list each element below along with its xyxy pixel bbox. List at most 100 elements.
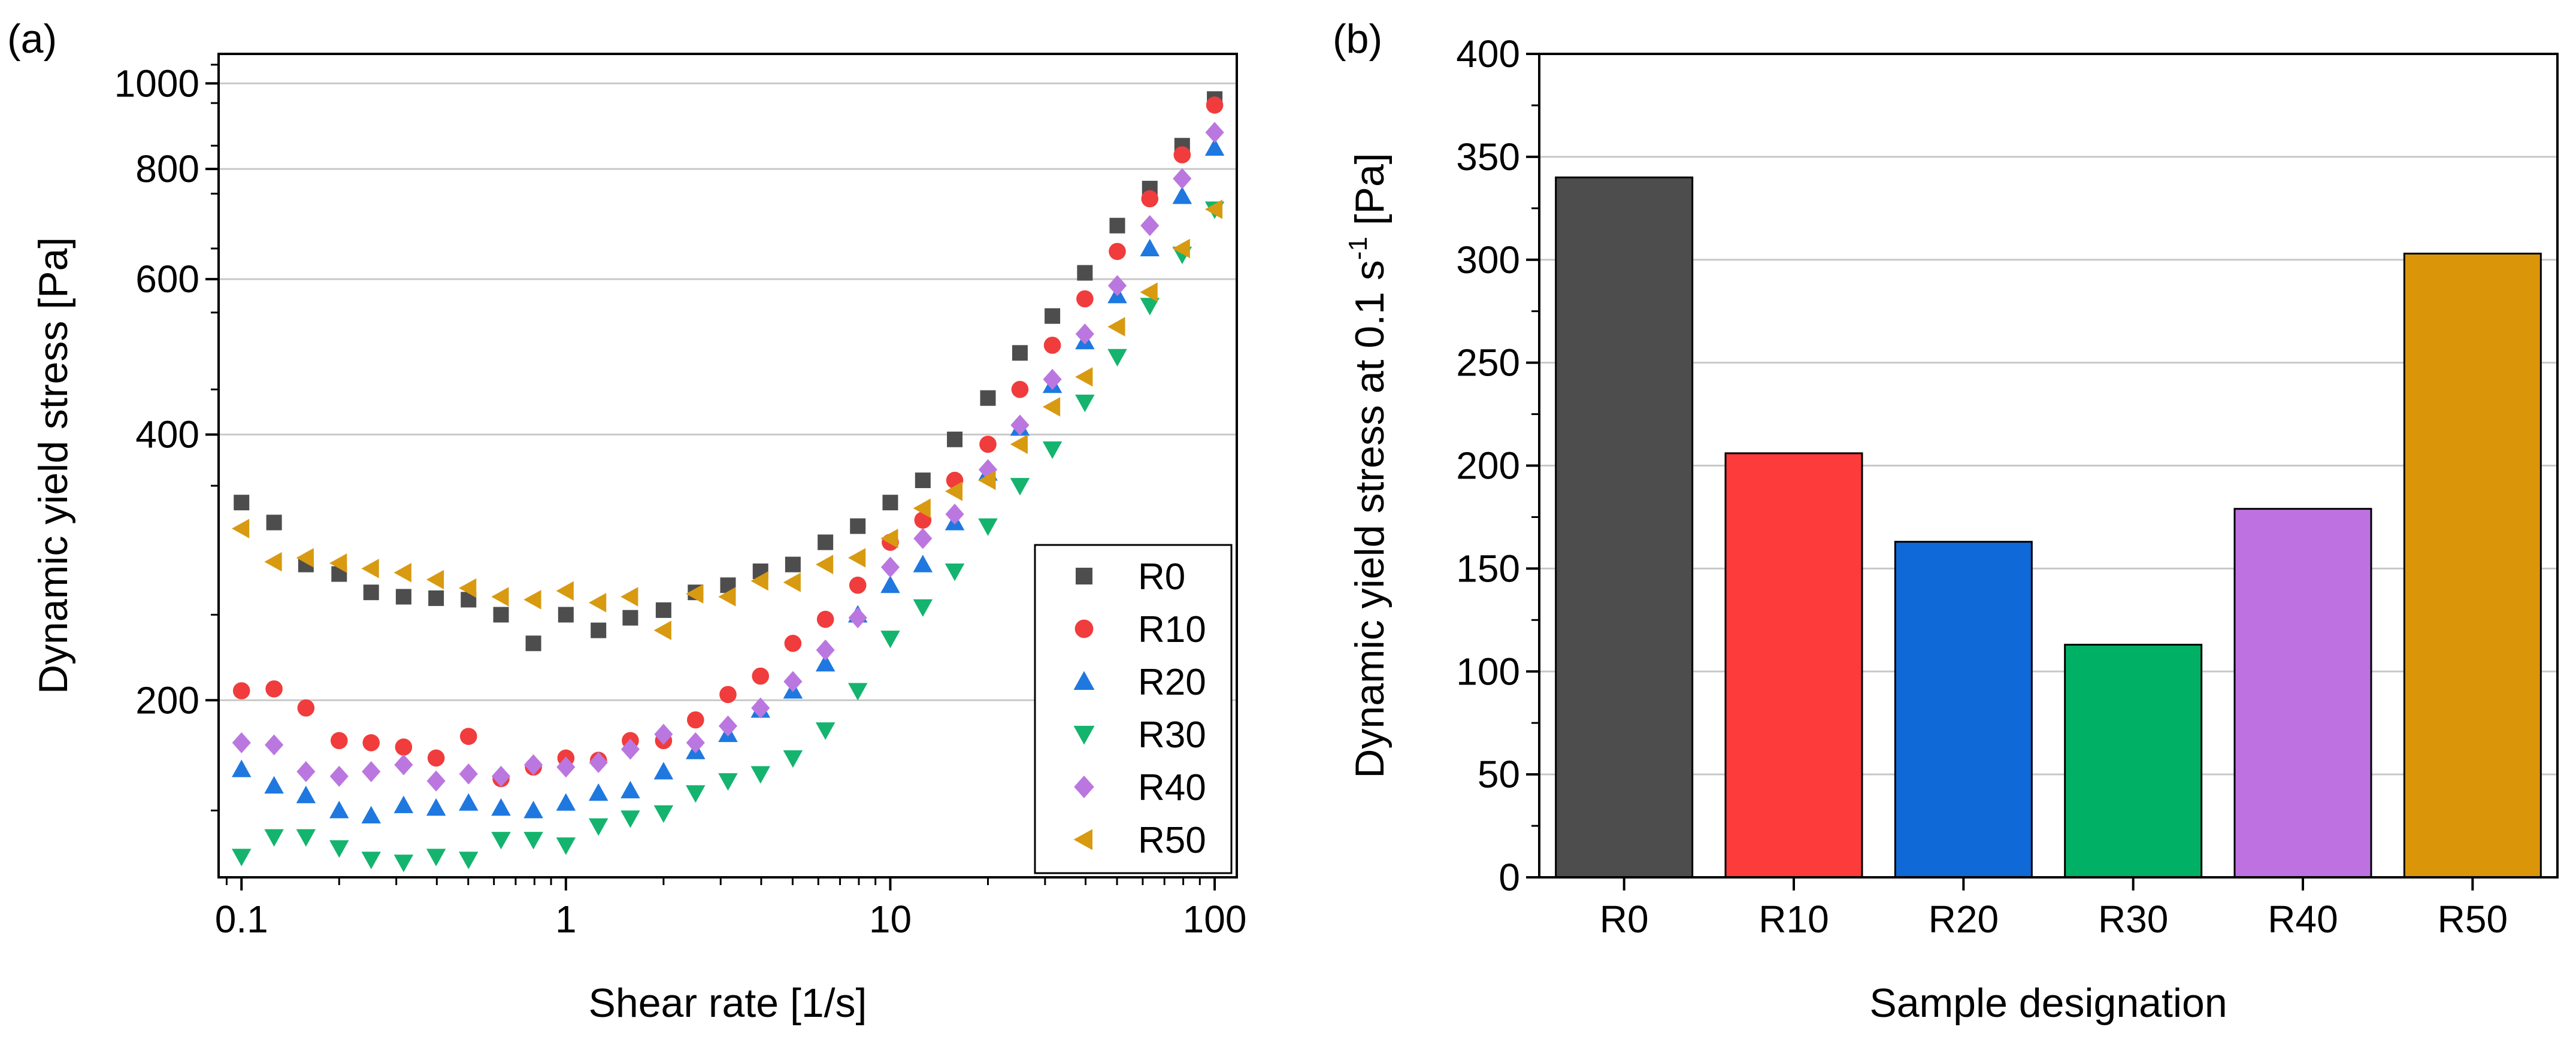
y-tick-label-b: 200 <box>1456 444 1520 487</box>
data-point-r0 <box>622 610 638 626</box>
legend-label-r50: R50 <box>1138 820 1206 861</box>
data-point-r40 <box>1205 122 1224 143</box>
data-point-r30 <box>426 849 446 867</box>
data-point-r40 <box>329 765 349 787</box>
legend-marker-r0 <box>1076 568 1092 584</box>
legend-marker-r20 <box>1073 671 1095 690</box>
data-point-r0 <box>428 590 444 606</box>
data-point-r20 <box>556 793 576 811</box>
scatter-chart-a: Shear rate [1/s] Dynamic yield stress [P… <box>31 53 1246 1026</box>
data-point-r10 <box>849 576 867 594</box>
data-point-r50 <box>653 620 671 640</box>
data-point-r0 <box>1077 265 1093 281</box>
data-point-r40 <box>1075 323 1094 345</box>
data-point-r10 <box>427 749 445 767</box>
data-point-r50 <box>718 587 736 607</box>
data-point-r10 <box>719 686 737 704</box>
data-point-r0 <box>850 518 866 534</box>
data-point-r10 <box>1011 381 1029 398</box>
data-point-r0 <box>493 607 509 623</box>
data-point-r40 <box>913 528 933 549</box>
panel-label-a: (a) <box>7 16 57 62</box>
data-point-r10 <box>1141 190 1159 208</box>
x-tick-label-b: R10 <box>1758 898 1829 941</box>
y-tick-label-b: 400 <box>1456 32 1520 75</box>
data-point-r30 <box>296 829 316 847</box>
data-point-r20 <box>620 780 640 799</box>
y-axis-title-b-main: Dynamic yield stress at 0.1 s <box>1347 260 1393 778</box>
data-point-r10 <box>459 728 477 745</box>
data-point-r20 <box>913 555 933 573</box>
data-point-r40 <box>1107 275 1127 296</box>
data-point-r50 <box>1107 317 1125 337</box>
data-point-r30 <box>523 832 543 850</box>
data-point-r30 <box>1107 349 1127 367</box>
data-point-r10 <box>1076 290 1094 308</box>
legend-marker-r40 <box>1074 776 1094 798</box>
y-tick-label-b: 0 <box>1499 856 1520 899</box>
data-point-r30 <box>653 805 674 823</box>
data-point-r10 <box>1173 146 1191 163</box>
data-point-r0 <box>947 431 963 447</box>
y-axis-title-a: Dynamic yield stress [Pa] <box>31 237 76 694</box>
data-point-r10 <box>687 711 704 729</box>
data-point-r40 <box>394 754 413 776</box>
data-point-r50 <box>264 552 282 572</box>
data-point-r50 <box>750 571 768 591</box>
bar-r30 <box>2064 644 2203 879</box>
data-point-r30 <box>588 818 609 836</box>
data-point-r20 <box>296 786 316 804</box>
data-point-r40 <box>1173 168 1192 189</box>
data-point-r10 <box>395 738 413 756</box>
data-point-r40 <box>523 754 543 776</box>
data-point-r0 <box>882 495 898 511</box>
data-point-r30 <box>329 840 349 858</box>
data-point-r20 <box>231 759 252 777</box>
data-point-r50 <box>1075 367 1093 387</box>
data-point-r10 <box>752 667 770 685</box>
data-point-r50 <box>523 590 541 610</box>
data-point-r50 <box>783 573 801 592</box>
data-point-r0 <box>980 390 996 406</box>
data-point-r0 <box>591 622 607 638</box>
data-point-r50 <box>426 570 444 590</box>
data-point-r10 <box>362 734 380 752</box>
data-point-r40 <box>945 504 964 525</box>
data-point-r30 <box>1075 394 1095 413</box>
data-point-r20 <box>588 783 609 801</box>
data-point-r50 <box>1172 238 1190 259</box>
data-point-r20 <box>523 801 543 819</box>
data-point-r30 <box>1042 441 1063 459</box>
data-point-r0 <box>395 589 411 605</box>
data-point-r50 <box>913 498 931 519</box>
bar-r10 <box>1724 452 1863 879</box>
bar-r20 <box>1894 541 2033 879</box>
y-tick-label-a: 600 <box>135 258 199 301</box>
legend-label-r40: R40 <box>1138 767 1206 808</box>
data-point-r40 <box>620 738 640 760</box>
data-point-r30 <box>231 849 252 867</box>
data-point-r0 <box>1012 345 1028 361</box>
x-tick-label-b: R0 <box>1600 898 1649 941</box>
data-point-r50 <box>815 555 834 574</box>
data-point-r30 <box>620 810 640 828</box>
legend-marker-r50 <box>1073 829 1092 850</box>
legend-label-r30: R30 <box>1138 714 1206 756</box>
data-point-r40 <box>783 671 803 692</box>
data-point-r40 <box>1140 215 1160 237</box>
data-point-r50 <box>1140 282 1158 302</box>
data-point-r0 <box>818 534 834 550</box>
data-point-r30 <box>264 829 284 847</box>
data-point-r30 <box>913 599 933 617</box>
data-point-r30 <box>1010 478 1030 496</box>
data-point-r40 <box>459 763 478 784</box>
data-point-r0 <box>915 472 931 489</box>
data-point-r50 <box>620 587 638 607</box>
data-point-r40 <box>556 756 576 778</box>
data-point-r10 <box>330 732 348 750</box>
data-point-r20 <box>880 575 900 593</box>
plot-frame-a <box>217 53 1238 879</box>
data-point-r40 <box>751 697 770 719</box>
data-point-r50 <box>491 587 509 607</box>
data-point-r30 <box>880 631 900 649</box>
